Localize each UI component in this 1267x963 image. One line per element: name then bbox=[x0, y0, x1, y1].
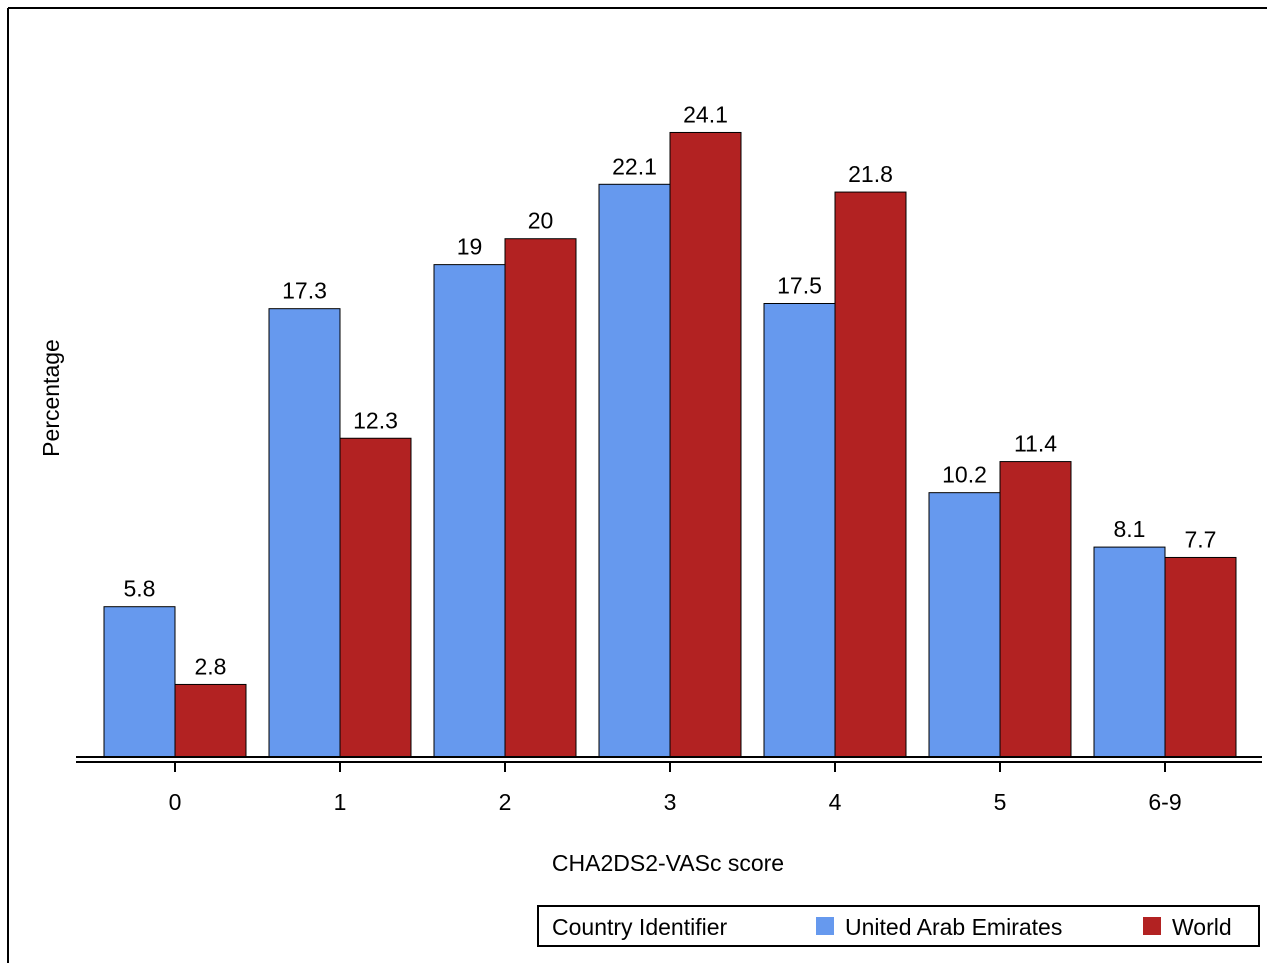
bar-world-0 bbox=[174, 683, 247, 758]
legend-title: Country Identifier bbox=[552, 914, 727, 940]
x-tick-label-6-9: 6-9 bbox=[1148, 789, 1181, 815]
x-tick-label-2: 2 bbox=[499, 789, 512, 815]
data-label-uae-3: 22.1 bbox=[612, 153, 657, 179]
bar-world-5 bbox=[999, 461, 1072, 758]
bar-world-4 bbox=[834, 191, 907, 758]
y-axis-title: Percentage bbox=[38, 339, 64, 457]
bar-world-3 bbox=[669, 131, 742, 758]
data-label-uae-0: 5.8 bbox=[124, 576, 156, 602]
x-tick-label-1: 1 bbox=[334, 789, 347, 815]
bar-uae-2 bbox=[433, 264, 506, 758]
data-label-world-1: 12.3 bbox=[353, 407, 398, 433]
legend-label-uae: United Arab Emirates bbox=[845, 914, 1062, 940]
x-tick-label-3: 3 bbox=[664, 789, 677, 815]
bar-uae-3 bbox=[598, 183, 671, 758]
legend-box bbox=[537, 905, 1260, 947]
bar-uae-4 bbox=[763, 302, 836, 758]
data-label-world-5: 11.4 bbox=[1014, 431, 1057, 457]
data-label-world-6-9: 7.7 bbox=[1185, 526, 1217, 552]
data-labels-layer: 5.8 2.8 17.3 12.3 19 20 22.1 24.1 17.5 21.8 10.2 11… bbox=[124, 101, 1217, 679]
x-tick-label-5: 5 bbox=[994, 789, 1007, 815]
x-tick-label-4: 4 bbox=[829, 789, 842, 815]
data-label-uae-5: 10.2 bbox=[942, 462, 987, 488]
data-label-world-2: 20 bbox=[528, 208, 554, 234]
data-label-world-0: 2.8 bbox=[195, 653, 227, 679]
bar-world-1 bbox=[339, 437, 412, 758]
data-label-uae-6-9: 8.1 bbox=[1114, 516, 1146, 542]
x-ticks-layer: 0 1 2 3 4 5 6-9 bbox=[169, 762, 1182, 815]
bar-world-2 bbox=[504, 238, 577, 758]
data-label-world-3: 24.1 bbox=[683, 101, 728, 127]
legend: Country Identifier United Arab Emirates … bbox=[537, 905, 1260, 947]
bar-uae-6-9 bbox=[1093, 546, 1166, 758]
x-tick-label-0: 0 bbox=[169, 789, 182, 815]
legend-swatch-uae bbox=[816, 917, 834, 935]
data-label-world-4: 21.8 bbox=[848, 161, 893, 187]
legend-label-world: World bbox=[1172, 914, 1232, 940]
bars-layer bbox=[103, 131, 1237, 758]
bar-uae-0 bbox=[103, 606, 176, 758]
bar-uae-5 bbox=[928, 492, 1001, 758]
bar-uae-1 bbox=[268, 308, 341, 758]
data-label-uae-1: 17.3 bbox=[282, 278, 327, 304]
data-label-uae-4: 17.5 bbox=[777, 272, 822, 298]
bar-world-6-9 bbox=[1164, 556, 1237, 758]
x-axis-title: CHA2DS2-VASc score bbox=[552, 850, 784, 876]
legend-swatch-world bbox=[1143, 917, 1161, 935]
data-label-uae-2: 19 bbox=[457, 234, 483, 260]
